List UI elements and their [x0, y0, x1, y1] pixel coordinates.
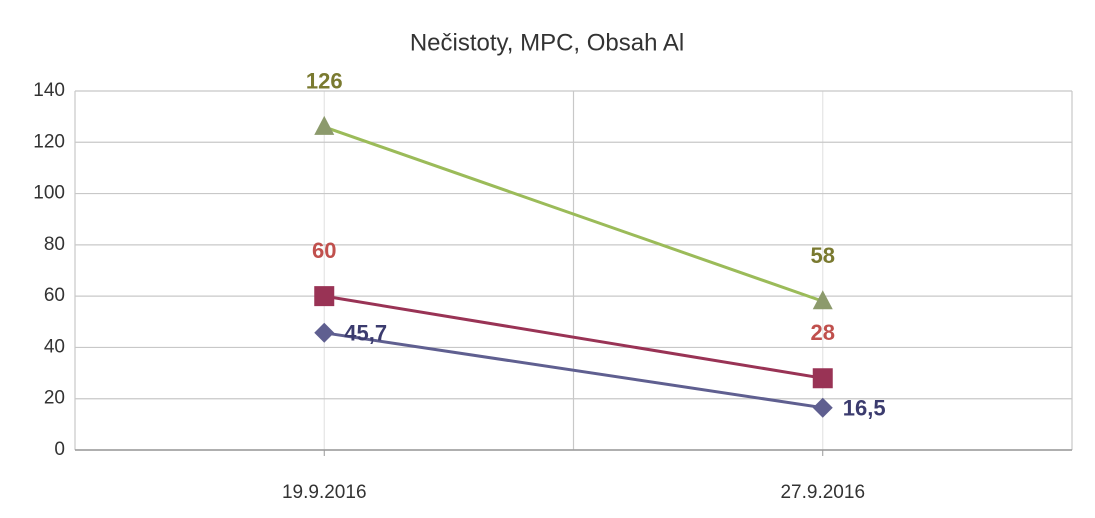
- marker: [314, 322, 335, 343]
- marker: [812, 290, 833, 310]
- y-tick-label: 120: [33, 131, 65, 152]
- x-tick-label: 19.9.2016: [282, 482, 367, 503]
- data-label: 16,5: [843, 396, 886, 421]
- data-label: 60: [312, 238, 336, 263]
- data-label: 45,7: [344, 321, 387, 346]
- y-tick-label: 140: [33, 80, 65, 101]
- y-tick-label: 80: [44, 234, 65, 255]
- data-label: 58: [811, 243, 835, 268]
- marker: [314, 286, 335, 307]
- chart-title: Nečistoty, MPC, Obsah Al: [410, 29, 684, 56]
- y-tick-label: 60: [44, 285, 65, 306]
- y-tick-label: 40: [44, 336, 65, 357]
- x-tick-label: 27.9.2016: [780, 482, 865, 503]
- series-line: [323, 125, 824, 303]
- marker: [314, 115, 335, 135]
- data-label: 28: [811, 320, 835, 345]
- y-tick-label: 100: [33, 183, 65, 204]
- y-tick-label: 0: [54, 439, 65, 460]
- series-line: [324, 331, 823, 410]
- marker: [812, 397, 833, 418]
- data-label: 126: [306, 69, 343, 94]
- series-line: [324, 294, 823, 380]
- marker: [812, 368, 833, 389]
- y-tick-label: 20: [44, 388, 65, 409]
